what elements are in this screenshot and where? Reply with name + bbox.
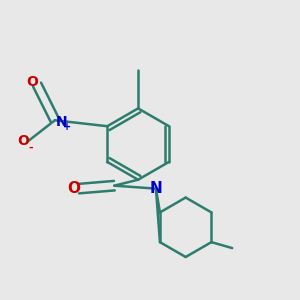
Text: +: + [63, 122, 71, 132]
Text: N: N [150, 181, 162, 196]
Text: O: O [67, 181, 80, 196]
Text: N: N [56, 115, 67, 129]
Text: -: - [28, 142, 33, 153]
Text: O: O [26, 75, 38, 88]
Text: O: O [17, 134, 29, 148]
